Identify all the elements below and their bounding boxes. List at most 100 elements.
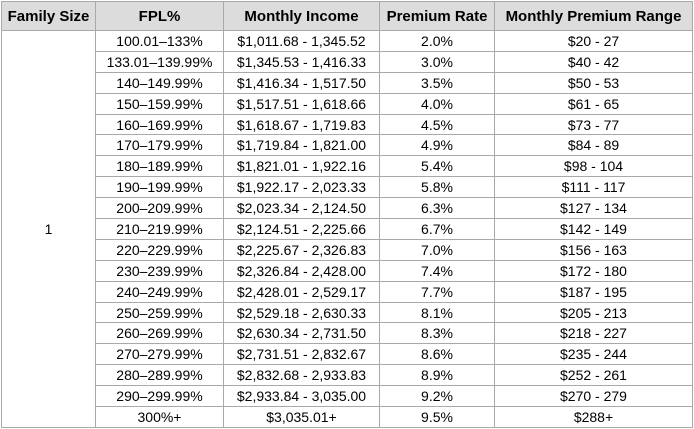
fpl-cell: 100.01–133%	[95, 30, 224, 52]
rate-cell: 7.7%	[379, 280, 495, 303]
premium-cell: $205 - 213	[494, 301, 693, 324]
premium-cell: $61 - 65	[494, 92, 693, 115]
table-row: 250–259.99% $2,529.18 - 2,630.33 8.1% $205 …	[2, 301, 693, 324]
family-size-cell: 1	[1, 30, 96, 428]
table-row: 180–189.99% $1,821.01 - 1,922.16 5.4% $98 -…	[2, 155, 693, 178]
fpl-cell: 250–259.99%	[95, 301, 224, 324]
table-row: 220–229.99% $2,225.67 - 2,326.83 7.0% $156 …	[2, 238, 693, 261]
header-monthly-premium-range: Monthly Premium Range	[494, 1, 693, 31]
fpl-cell: 230–239.99%	[95, 259, 224, 282]
rate-cell: 4.5%	[379, 113, 495, 136]
premium-cell: $142 - 149	[494, 218, 693, 240]
income-cell: $1,719.84 - 1,821.00	[223, 134, 380, 157]
income-cell: $2,428.01 - 2,529.17	[223, 280, 380, 303]
table-row: 200–209.99% $2,023.34 - 2,124.50 6.3% $127 …	[2, 197, 693, 220]
fpl-cell: 200–209.99%	[95, 197, 224, 220]
premium-cell: $172 - 180	[494, 259, 693, 282]
table-row: 160–169.99% $1,618.67 - 1,719.83 4.5% $73 -…	[2, 113, 693, 136]
table-row: 140–149.99% $1,416.34 - 1,517.50 3.5% $50 -…	[2, 71, 693, 94]
table-row: 240–249.99% $2,428.01 - 2,529.17 7.7% $187 …	[2, 280, 693, 303]
fpl-cell: 260–269.99%	[95, 322, 224, 345]
fpl-cell: 180–189.99%	[95, 155, 224, 178]
premium-cell: $270 - 279	[494, 385, 693, 408]
fpl-cell: 270–279.99%	[95, 343, 224, 366]
rate-cell: 3.0%	[379, 50, 495, 73]
income-cell: $1,922.17 - 2,023.33	[223, 176, 380, 199]
fpl-cell: 240–249.99%	[95, 280, 224, 303]
table-row: 270–279.99% $2,731.51 - 2,832.67 8.6% $235 …	[2, 343, 693, 366]
table-row: 280–289.99% $2,832.68 - 2,933.83 8.9% $252 …	[2, 364, 693, 387]
rate-cell: 3.5%	[379, 71, 495, 94]
fpl-cell: 280–289.99%	[95, 364, 224, 387]
rate-cell: 9.2%	[379, 385, 495, 408]
income-cell: $1,618.67 - 1,719.83	[223, 113, 380, 136]
table-row: 190–199.99% $1,922.17 - 2,023.33 5.8% $111 …	[2, 176, 693, 199]
income-cell: $2,023.34 - 2,124.50	[223, 197, 380, 220]
table-row: 210–219.99% $2,124.51 - 2,225.66 6.7% $142 …	[2, 218, 693, 240]
table-row: 150–159.99% $1,517.51 - 1,618.66 4.0% $61 -…	[2, 92, 693, 115]
table-row: 290–299.99% $2,933.84 - 3,035.00 9.2% $270 …	[2, 385, 693, 408]
income-cell: $2,326.84 - 2,428.00	[223, 259, 380, 282]
income-cell: $2,529.18 - 2,630.33	[223, 301, 380, 324]
premium-cell: $156 - 163	[494, 238, 693, 261]
income-cell: $1,345.53 - 1,416.33	[223, 50, 380, 73]
income-cell: $2,225.67 - 2,326.83	[223, 238, 380, 261]
header-fpl: FPL%	[95, 1, 224, 31]
fpl-cell: 290–299.99%	[95, 385, 224, 408]
premium-cell: $50 - 53	[494, 71, 693, 94]
fpl-cell: 170–179.99%	[95, 134, 224, 157]
rate-cell: 5.4%	[379, 155, 495, 178]
premium-cell: $235 - 244	[494, 343, 693, 366]
fpl-cell: 150–159.99%	[95, 92, 224, 115]
header-family-size: Family Size	[1, 1, 96, 31]
income-cell: $1,517.51 - 1,618.66	[223, 92, 380, 115]
income-cell: $1,416.34 - 1,517.50	[223, 71, 380, 94]
income-cell: $3,035.01+	[223, 406, 380, 428]
fpl-cell: 160–169.99%	[95, 113, 224, 136]
fpl-cell: 210–219.99%	[95, 218, 224, 240]
rate-cell: 6.7%	[379, 218, 495, 240]
table-row: 300%+ $3,035.01+ 9.5% $288+	[2, 406, 693, 428]
premium-cell: $127 - 134	[494, 197, 693, 220]
premium-cell: $218 - 227	[494, 322, 693, 345]
income-cell: $2,933.84 - 3,035.00	[223, 385, 380, 408]
table-row: 133.01–139.99% $1,345.53 - 1,416.33 3.0% $4…	[2, 50, 693, 73]
premium-cell: $252 - 261	[494, 364, 693, 387]
rate-cell: 4.9%	[379, 134, 495, 157]
premium-cell: $40 - 42	[494, 50, 693, 73]
income-cell: $2,630.34 - 2,731.50	[223, 322, 380, 345]
rate-cell: 8.6%	[379, 343, 495, 366]
rate-cell: 7.4%	[379, 259, 495, 282]
premium-cell: $288+	[494, 406, 693, 428]
income-cell: $2,832.68 - 2,933.83	[223, 364, 380, 387]
header-premium-rate: Premium Rate	[379, 1, 495, 31]
fpl-cell: 300%+	[95, 406, 224, 428]
fpl-cell: 190–199.99%	[95, 176, 224, 199]
header-monthly-income: Monthly Income	[223, 1, 380, 31]
rate-cell: 8.3%	[379, 322, 495, 345]
income-cell: $2,124.51 - 2,225.66	[223, 218, 380, 240]
rate-cell: 2.0%	[379, 30, 495, 52]
table-row: 1 100.01–133% $1,011.68 - 1,345.52 2.0% $20 …	[1, 30, 693, 428]
premium-cell: $111 - 117	[494, 176, 693, 199]
rate-cell: 6.3%	[379, 197, 495, 220]
income-cell: $2,731.51 - 2,832.67	[223, 343, 380, 366]
premium-cell: $187 - 195	[494, 280, 693, 303]
rate-cell: 5.8%	[379, 176, 495, 199]
table-row: 260–269.99% $2,630.34 - 2,731.50 8.3% $218 …	[2, 322, 693, 345]
table-body: 1 100.01–133% $1,011.68 - 1,345.52 2.0% $20 …	[1, 30, 693, 428]
fpl-cell: 133.01–139.99%	[95, 50, 224, 73]
income-cell: $1,011.68 - 1,345.52	[223, 30, 380, 52]
income-cell: $1,821.01 - 1,922.16	[223, 155, 380, 178]
premium-cell: $73 - 77	[494, 113, 693, 136]
header-row: Family Size FPL% Monthly Income Premium …	[1, 1, 693, 31]
fpl-cell: 140–149.99%	[95, 71, 224, 94]
rate-cell: 8.9%	[379, 364, 495, 387]
fpl-cell: 220–229.99%	[95, 238, 224, 261]
table-row: 230–239.99% $2,326.84 - 2,428.00 7.4% $172 …	[2, 259, 693, 282]
rate-cell: 7.0%	[379, 238, 495, 261]
premium-cell: $20 - 27	[494, 30, 693, 52]
table-row: 170–179.99% $1,719.84 - 1,821.00 4.9% $84 -…	[2, 134, 693, 157]
premium-cell: $98 - 104	[494, 155, 693, 178]
